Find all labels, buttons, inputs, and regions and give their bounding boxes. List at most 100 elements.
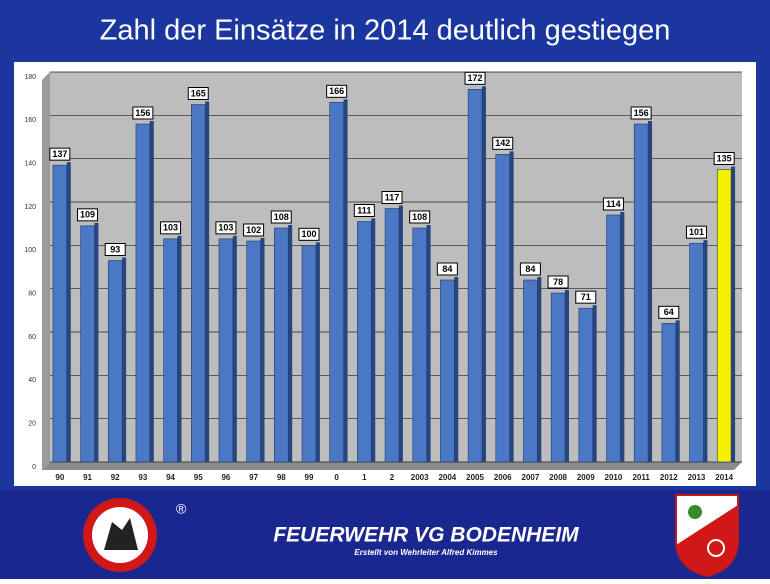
x-tick-label: 2013: [688, 473, 706, 482]
x-tick-label: 99: [305, 473, 314, 482]
y-tick-label: 60: [28, 334, 36, 341]
value-label-box: [409, 210, 431, 224]
bar-side: [648, 121, 653, 462]
bar-side: [481, 86, 486, 462]
y-tick-label: 120: [24, 204, 36, 211]
value-label: 64: [664, 307, 674, 317]
value-label-box: [464, 71, 486, 85]
value-label: 103: [218, 223, 233, 233]
bar: [80, 225, 95, 463]
bar-side: [675, 320, 680, 462]
value-label-box: [630, 106, 652, 120]
x-tick-label: 2012: [660, 473, 678, 482]
bar: [52, 164, 68, 463]
bar-side: [509, 151, 514, 463]
bar: [689, 242, 704, 463]
value-label: 156: [634, 108, 649, 118]
footer-subtitle: Erstellt von Wehrleiter Alfred Kimmes: [354, 548, 498, 557]
x-tick-label: 2009: [577, 473, 595, 482]
value-label-box: [215, 221, 237, 235]
bar: [412, 227, 427, 463]
value-label-box: [187, 87, 209, 100]
bar-side: [315, 242, 320, 462]
value-label: 117: [385, 192, 400, 202]
bar-side: [343, 99, 348, 462]
x-tick-label: 2004: [438, 473, 456, 482]
value-label: 108: [412, 212, 427, 222]
value-label-box: [132, 106, 154, 120]
value-label-box: [685, 225, 707, 239]
x-tick-label: 2010: [605, 473, 623, 482]
x-tick-label: 2014: [715, 473, 733, 482]
x-tick-label: 2011: [632, 473, 650, 482]
bar: [246, 240, 261, 463]
value-label: 93: [110, 244, 120, 254]
value-label-box: [270, 210, 292, 224]
bar-side: [66, 162, 71, 462]
x-tick-label: 91: [83, 473, 92, 482]
bar: [107, 260, 123, 463]
bar: [274, 227, 289, 463]
bar-side: [260, 238, 265, 462]
value-label: 109: [80, 210, 95, 220]
bar: [163, 238, 178, 463]
x-tick-label: 2008: [549, 473, 567, 482]
value-label: 135: [717, 153, 732, 163]
value-label: 142: [495, 138, 510, 148]
value-label-box: [353, 204, 375, 217]
bar: [384, 208, 400, 463]
value-label-box: [77, 208, 99, 222]
bar: [301, 245, 317, 463]
bar-side: [731, 166, 736, 462]
x-tick-label: 98: [277, 473, 286, 482]
plot-floor: [42, 462, 742, 470]
plot-side: [42, 72, 50, 470]
bar: [440, 279, 455, 463]
x-tick-label: 95: [194, 473, 203, 482]
value-label-box: [492, 136, 514, 150]
value-label: 137: [52, 149, 67, 159]
x-tick-label: 2003: [411, 473, 429, 482]
bar-side: [122, 257, 127, 462]
bar: [716, 169, 732, 463]
value-label-box: [713, 152, 735, 165]
value-label: 156: [135, 108, 150, 118]
bar: [218, 238, 234, 463]
bar: [357, 221, 372, 463]
bar: [467, 89, 483, 463]
bar-side: [205, 101, 210, 462]
bar-side: [149, 121, 154, 462]
value-label-box: [243, 223, 265, 237]
bar: [606, 214, 621, 463]
bar-side: [703, 240, 708, 462]
value-label: 114: [606, 199, 621, 209]
bar: [191, 104, 206, 463]
x-tick-label: 1: [362, 473, 367, 482]
value-label: 100: [301, 229, 316, 239]
x-tick-label: 97: [249, 473, 258, 482]
x-tick-label: 90: [55, 473, 64, 482]
y-tick-label: 20: [28, 421, 36, 428]
value-label: 172: [468, 73, 483, 83]
value-label: 166: [329, 86, 344, 96]
value-label-box: [104, 243, 126, 256]
value-label: 102: [246, 225, 261, 235]
x-tick-label: 93: [138, 473, 147, 482]
value-label: 103: [163, 223, 178, 233]
bar-side: [94, 222, 99, 462]
bar: [495, 154, 510, 463]
bar-side: [565, 290, 569, 462]
y-tick-label: 40: [28, 377, 36, 384]
y-tick-label: 0: [32, 464, 36, 471]
value-label-box: [160, 221, 182, 235]
value-label: 101: [689, 227, 704, 237]
bar-side: [620, 212, 625, 462]
footer-title: FEUERWEHR VG BODENHEIM: [273, 524, 579, 547]
value-label: 108: [274, 212, 289, 222]
value-label-box: [436, 262, 458, 276]
bar: [661, 323, 677, 463]
value-label-box: [602, 197, 624, 211]
bar: [329, 102, 344, 463]
x-tick-label: 2005: [466, 473, 484, 482]
value-label: 84: [525, 264, 535, 274]
